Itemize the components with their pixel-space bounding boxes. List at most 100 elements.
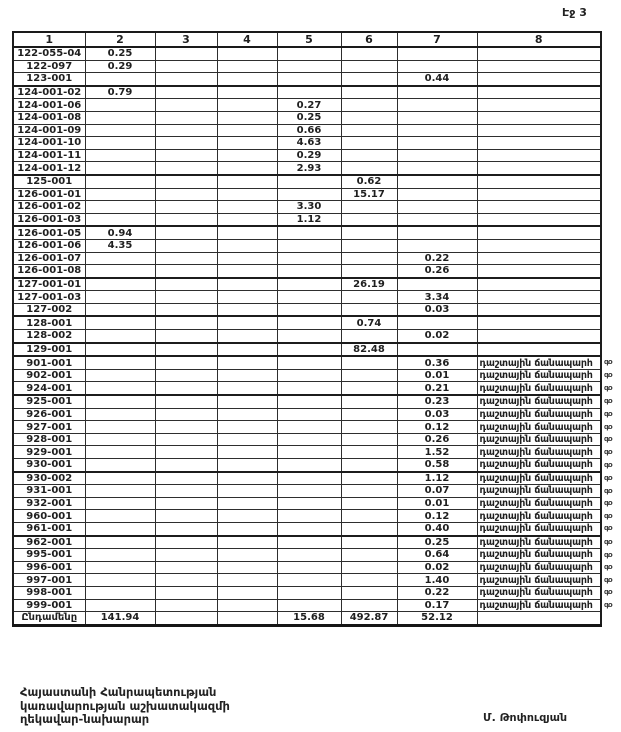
value-cell	[216, 560, 278, 575]
value-cell	[154, 509, 218, 523]
table-row: 124-001-09 0.66	[12, 123, 602, 138]
table-row: 124-001-11 0.29	[12, 148, 602, 163]
value-cell	[340, 264, 398, 279]
value-cell	[340, 161, 398, 176]
value-cell	[396, 123, 478, 138]
value-cell	[84, 148, 156, 163]
value-cell	[84, 251, 156, 266]
table-row: 126-001-06 4.35	[12, 238, 602, 253]
value-cell	[276, 534, 342, 550]
value-cell	[154, 355, 218, 370]
value-cell: 52.12	[396, 611, 478, 626]
id-cell: 124-001-11	[12, 148, 86, 163]
value-cell: 0.27	[276, 98, 342, 112]
id-cell: 126-001-07	[12, 251, 86, 266]
value-cell: 0.25	[84, 46, 156, 61]
value-cell	[216, 484, 278, 498]
value-cell: 3.34	[396, 290, 478, 304]
margin-mark: գօ	[604, 410, 612, 418]
value-cell: 0.29	[84, 59, 156, 74]
value-cell: 0.40	[396, 521, 478, 537]
margin-mark: գօ	[604, 384, 612, 392]
value-cell: 0.03	[396, 407, 478, 422]
value-cell	[216, 355, 278, 370]
value-cell	[154, 302, 218, 317]
value-cell: 4.63	[276, 136, 342, 150]
id-cell: 124-001-12	[12, 161, 86, 176]
id-cell: 127-002	[12, 302, 86, 317]
value-cell	[396, 161, 478, 176]
value-cell	[276, 46, 342, 61]
value-cell	[84, 420, 156, 434]
value-cell	[216, 611, 278, 626]
value-cell	[276, 173, 342, 189]
road-label-cell: դաշտային ճանապարհ	[476, 381, 602, 396]
value-cell	[216, 341, 278, 357]
value-cell	[340, 585, 398, 600]
table-row: 125-001 0.62	[12, 173, 602, 189]
value-cell: 0.25	[276, 110, 342, 125]
value-cell	[276, 355, 342, 370]
margin-mark: գօ	[604, 551, 612, 559]
value-cell	[340, 123, 398, 138]
table-row: 124-001-08 0.25	[12, 110, 602, 125]
value-cell	[340, 394, 398, 409]
value-cell	[340, 457, 398, 473]
value-cell: 0.29	[276, 148, 342, 163]
value-cell	[276, 381, 342, 396]
id-cell: 902-001	[12, 368, 86, 383]
id-cell: 124-001-08	[12, 110, 86, 125]
value-cell	[154, 470, 218, 486]
value-cell	[84, 264, 156, 279]
value-cell	[84, 110, 156, 125]
value-cell	[216, 521, 278, 537]
value-cell	[84, 212, 156, 227]
value-cell	[276, 276, 342, 292]
road-label-cell: դաշտային ճանապարհ	[476, 470, 602, 486]
value-cell	[340, 548, 398, 562]
road-label-cell: դաշտային ճանապարհ	[476, 484, 602, 498]
id-cell: 128-001	[12, 315, 86, 331]
value-cell	[276, 341, 342, 357]
value-cell	[276, 394, 342, 409]
value-cell	[340, 290, 398, 304]
id-cell: 127-001-01	[12, 276, 86, 292]
road-label-cell	[476, 238, 602, 253]
id-cell: 122-055-04	[12, 46, 86, 61]
value-cell	[340, 212, 398, 227]
road-label-cell: դաշտային ճանապարհ	[476, 355, 602, 370]
value-cell	[154, 315, 218, 331]
id-cell: 124-001-10	[12, 136, 86, 150]
value-cell	[84, 123, 156, 138]
value-cell	[216, 457, 278, 473]
value-cell	[154, 445, 218, 459]
margin-mark: գօ	[604, 538, 612, 546]
value-cell	[276, 251, 342, 266]
table-row: 997-001 1.40 դաշտային ճանապարհ	[12, 573, 602, 587]
value-cell: 82.48	[340, 341, 398, 357]
value-cell: 0.12	[396, 420, 478, 434]
road-label-cell	[476, 98, 602, 112]
value-cell	[84, 548, 156, 562]
value-cell	[216, 148, 278, 163]
value-cell	[340, 470, 398, 486]
value-cell: 26.19	[340, 276, 398, 292]
road-label-cell	[476, 161, 602, 176]
value-cell	[396, 173, 478, 189]
table-row: 126-001-02 3.30	[12, 200, 602, 214]
value-cell	[276, 84, 342, 100]
value-cell: 0.21	[396, 381, 478, 396]
value-cell	[216, 302, 278, 317]
table-row: 124-001-12 2.93	[12, 161, 602, 176]
table-row: 925-001 0.23 դաշտային ճանապարհ	[12, 394, 602, 409]
value-cell	[84, 355, 156, 370]
value-cell	[396, 276, 478, 292]
id-cell: 126-001-02	[12, 200, 86, 214]
value-cell	[340, 302, 398, 317]
value-cell	[216, 161, 278, 176]
value-cell	[84, 368, 156, 383]
value-cell: 0.94	[84, 225, 156, 240]
value-cell	[396, 148, 478, 163]
road-label-cell: դաշտային ճանապարհ	[476, 509, 602, 523]
